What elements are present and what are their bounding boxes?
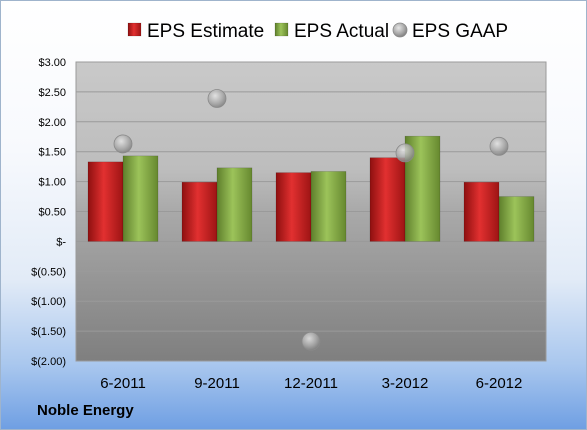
company-name: Noble Energy	[37, 402, 134, 419]
y-tick-label: $1.00	[38, 177, 66, 189]
legend-label: EPS Estimate	[147, 21, 264, 42]
gaap-point	[207, 89, 227, 108]
y-tick-label: $2.50	[38, 87, 66, 99]
x-category-label: 6-2011	[100, 375, 146, 392]
y-tick-label: $-	[56, 236, 66, 248]
x-category-label: 3-2012	[382, 375, 429, 392]
legend-label: EPS GAAP	[412, 21, 508, 42]
bar-eps-estimate	[463, 181, 500, 242]
bar-eps-actual	[498, 196, 535, 242]
bars	[87, 135, 535, 242]
gaap-point	[301, 331, 321, 351]
x-category-label: 12-2011	[284, 375, 338, 392]
y-tick-label: $(1.00)	[31, 296, 66, 308]
bar-eps-estimate	[181, 181, 218, 242]
gaap-point	[395, 143, 415, 163]
y-tick-label: $(2.00)	[31, 356, 66, 368]
bar-eps-estimate	[275, 172, 312, 242]
bar-eps-estimate	[87, 161, 124, 242]
y-tick-label: $(0.50)	[31, 266, 66, 278]
gaap-points	[113, 89, 509, 351]
y-tick-label: $3.00	[38, 57, 66, 69]
legend-swatch	[127, 22, 142, 37]
x-axis-categories: 6-2011 9-2011 12-2011 3-2012 6-2012	[100, 375, 522, 392]
gaap-point	[489, 136, 509, 156]
y-tick-label: $(1.50)	[31, 326, 66, 338]
y-axis-ticks: $3.00 $2.50 $2.00 $1.50 $1.00 $0.50 $- $(0.50) $…	[31, 57, 66, 368]
y-tick-label: $0.50	[38, 207, 66, 219]
legend-swatch	[392, 22, 408, 38]
gaap-point	[113, 134, 133, 154]
bar-eps-actual	[310, 171, 347, 242]
legend-swatch	[274, 22, 289, 37]
x-category-label: 9-2011	[194, 375, 240, 392]
bar-eps-estimate	[369, 157, 406, 242]
legend: EPS Estimate EPS Actual EPS GAAP	[127, 21, 508, 42]
bar-eps-actual	[122, 155, 159, 242]
y-tick-label: $1.50	[38, 147, 66, 159]
bar-eps-actual	[216, 167, 253, 242]
legend-label: EPS Actual	[294, 21, 389, 42]
y-tick-label: $2.00	[38, 117, 66, 129]
x-category-label: 6-2012	[476, 375, 523, 392]
